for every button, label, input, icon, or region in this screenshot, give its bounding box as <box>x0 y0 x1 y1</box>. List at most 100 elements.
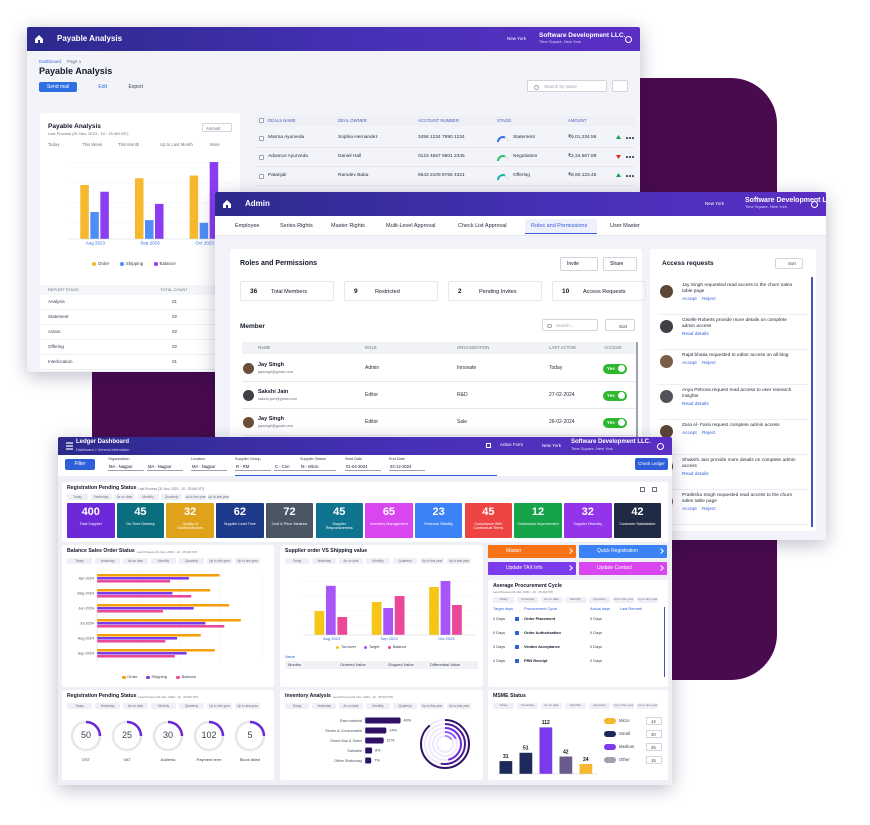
request-action[interactable]: Accept <box>682 360 697 366</box>
company[interactable]: Software Development LLC. <box>571 439 651 445</box>
kpi-tile[interactable]: 32 Supplier Diversity <box>564 503 612 538</box>
dropdown[interactable]: Amount <box>202 123 232 132</box>
more-dot[interactable] <box>629 156 631 158</box>
request-action[interactable]: Read details <box>682 471 709 477</box>
more-dot[interactable] <box>632 156 634 158</box>
tab[interactable]: Up to last year <box>637 597 658 603</box>
kpi-tile[interactable]: 42 Customer Satisfaction <box>613 503 662 538</box>
tab[interactable]: Quarterly <box>161 494 182 501</box>
tab[interactable]: Quarterly <box>393 703 417 710</box>
tab[interactable]: Up to last year <box>208 494 229 501</box>
action-button[interactable]: Master <box>488 545 576 558</box>
tab[interactable]: Today <box>493 597 514 603</box>
tab[interactable]: Quarterly <box>589 597 610 603</box>
tab[interactable]: Monthly <box>366 558 390 565</box>
tab[interactable]: Up to this year <box>207 558 232 565</box>
access-toggle[interactable]: Yes <box>603 390 627 401</box>
tab[interactable]: Today <box>285 703 309 710</box>
tab[interactable]: Check List Approval <box>458 223 507 229</box>
tab[interactable]: Today <box>285 558 309 565</box>
tab[interactable]: Quarterly <box>179 703 204 710</box>
kpi-tile[interactable]: 72 Cost & Price Variance <box>265 503 314 538</box>
filter-select[interactable]: 01-04-2024 <box>345 463 381 471</box>
breadcrumb[interactable]: Dashboard > General Information <box>76 447 130 452</box>
request-action[interactable]: Accept <box>682 296 697 302</box>
request-action[interactable]: Reject <box>702 296 716 302</box>
kpi-tile[interactable]: 400 Total Supplier <box>67 503 115 538</box>
button[interactable]: Share <box>603 257 637 271</box>
tab[interactable]: Today <box>67 494 88 501</box>
tab[interactable]: Today <box>493 703 514 709</box>
tab[interactable]: Monthly <box>137 494 159 501</box>
button[interactable]: Export <box>128 84 143 90</box>
tab[interactable]: This Month <box>118 142 140 147</box>
tab[interactable]: As on date <box>339 558 363 565</box>
card-icon[interactable] <box>640 487 645 492</box>
button[interactable]: Invite <box>560 257 598 271</box>
tab[interactable]: Up to this year <box>207 703 232 710</box>
kpi-tile[interactable]: 12 Continuous Improvement <box>514 503 562 538</box>
tab[interactable]: User Master <box>610 223 640 229</box>
checkbox[interactable] <box>259 118 264 123</box>
tab[interactable]: Yesterday <box>95 703 120 710</box>
search-box[interactable]: Search... <box>542 319 598 331</box>
tab[interactable]: Yesterday <box>90 494 112 501</box>
filter-select[interactable]: 02-12-2024 <box>389 463 425 471</box>
action-button[interactable]: Update TAX Info <box>488 562 576 575</box>
filter-select[interactable]: MA - Nagpur <box>108 463 144 471</box>
tab[interactable]: Up to this year <box>613 703 634 709</box>
button[interactable]: Send mail <box>39 82 77 92</box>
tab[interactable]: Master Rights <box>331 223 365 229</box>
more-dot[interactable] <box>626 137 628 139</box>
action-button[interactable]: Update Contact <box>579 562 667 575</box>
kpi-tile[interactable]: 45 Compliance With Contractual Terms <box>464 503 513 538</box>
tab[interactable]: Today <box>67 558 92 565</box>
tab[interactable]: Yesterday <box>517 703 538 709</box>
kpi-tile[interactable]: 32 Quality of Goods/Services <box>166 503 214 538</box>
breadcrumb[interactable]: Dashboard <box>39 59 62 64</box>
request-action[interactable]: Reject <box>702 430 716 436</box>
checkbox[interactable] <box>259 174 264 179</box>
checkbox[interactable] <box>259 136 264 141</box>
tab[interactable]: Up to last year <box>447 558 471 565</box>
tab[interactable]: Up to last year <box>447 703 471 710</box>
tab[interactable]: Multi-Level Approval <box>386 223 436 229</box>
request-action[interactable]: Read details <box>682 331 709 337</box>
filter-select[interactable]: R - RM <box>235 463 271 471</box>
sort-button[interactable]: Sort <box>605 319 635 331</box>
tab[interactable]: This Week <box>82 142 103 147</box>
company[interactable]: Software Development LLC. <box>745 197 826 204</box>
tab[interactable]: Quarterly <box>179 558 204 565</box>
location[interactable]: New York <box>542 443 562 448</box>
more-dot[interactable] <box>632 137 634 139</box>
sort-button[interactable]: Sort <box>775 258 803 269</box>
tab[interactable]: Today <box>48 142 60 147</box>
tab[interactable]: Yesterday <box>517 597 538 603</box>
filter-button[interactable] <box>612 80 628 92</box>
request-action[interactable]: Reject <box>702 360 716 366</box>
more-dot[interactable] <box>626 175 628 177</box>
settings-icon[interactable] <box>811 200 818 208</box>
filter-select[interactable]: M - Micro <box>300 463 336 471</box>
checkbox[interactable] <box>259 155 264 160</box>
more-dot[interactable] <box>629 175 631 177</box>
tab[interactable]: Up to this year <box>613 597 634 603</box>
tab[interactable]: Series Rights <box>280 223 313 229</box>
tab[interactable]: Monthly <box>151 558 176 565</box>
tab[interactable]: Monthly <box>366 703 390 710</box>
tab[interactable]: Yesterday <box>312 558 336 565</box>
settings-icon[interactable] <box>657 442 664 450</box>
settings-icon[interactable] <box>625 35 632 43</box>
more-dot[interactable] <box>626 156 628 158</box>
kpi-tile[interactable]: 45 Supplier Responsiveness <box>315 503 363 538</box>
tab[interactable]: Up to last year <box>235 558 260 565</box>
filter-select[interactable]: MA - Nagpur <box>191 463 227 471</box>
request-action[interactable]: Read details <box>682 401 709 407</box>
more-dot[interactable] <box>632 175 634 177</box>
tab[interactable]: More <box>210 142 220 147</box>
card-icon[interactable] <box>652 487 657 492</box>
access-toggle[interactable]: Yes <box>603 417 627 428</box>
tab[interactable]: As on date <box>339 703 363 710</box>
tab[interactable]: Up to this year <box>420 703 444 710</box>
button[interactable]: Edit <box>98 84 107 90</box>
